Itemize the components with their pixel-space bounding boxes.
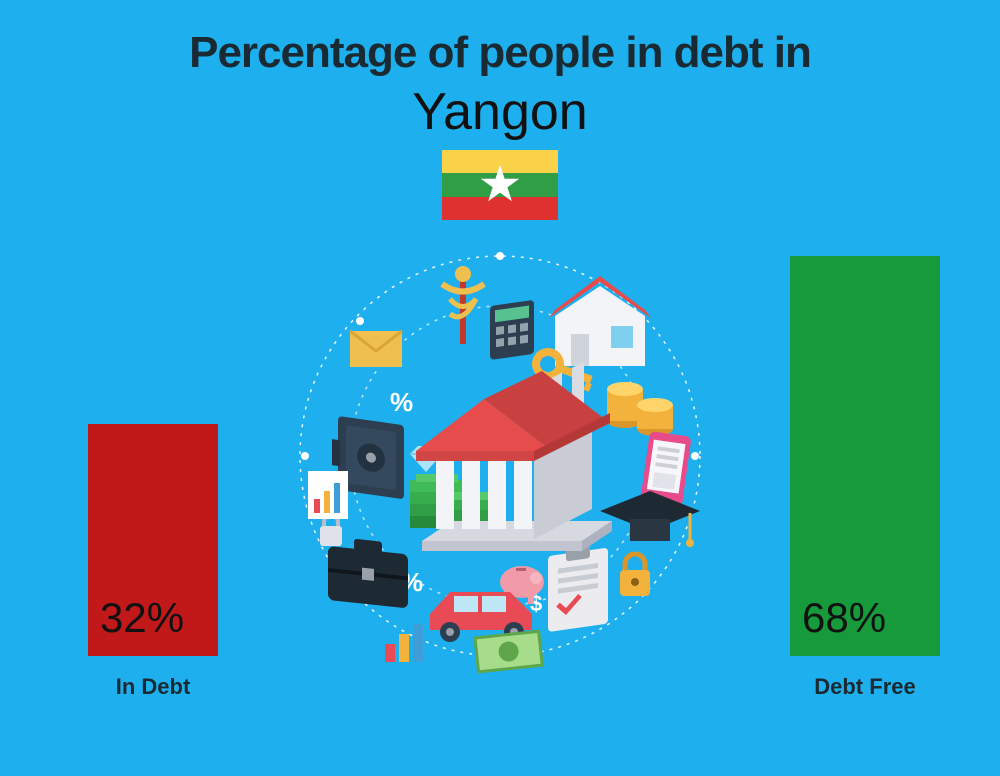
bar-label: In Debt: [88, 674, 218, 700]
finance-illustration-svg: % % $ $: [280, 236, 720, 676]
chart-sheet-icon: [308, 471, 348, 519]
bar-debt_free: 68%Debt Free: [790, 256, 940, 656]
bank-icon: [416, 362, 612, 551]
coins-icon: [607, 382, 673, 436]
padlock-small-icon: [320, 515, 342, 546]
calculator-icon: [490, 300, 534, 360]
title-line-1: Percentage of people in debt in: [0, 28, 1000, 78]
flag-myanmar: ★: [442, 150, 558, 220]
finance-illustration: % % $ $: [280, 236, 720, 676]
bar-rect: 68%: [790, 256, 940, 656]
briefcase-icon: [328, 536, 408, 608]
bar-value: 32%: [100, 594, 184, 642]
clipboard-icon: [548, 542, 608, 632]
banknote-icon: [475, 631, 542, 672]
graduation-cap-icon: [600, 491, 700, 547]
envelope-icon: [350, 331, 402, 367]
bar-rect: 32%: [88, 424, 218, 656]
bar-in_debt: 32%In Debt: [88, 424, 218, 656]
house-icon: [549, 276, 651, 366]
title-line-2: Yangon: [0, 82, 1000, 142]
bar-value: 68%: [802, 594, 886, 642]
lock-icon: [620, 554, 650, 596]
caduceus-icon: [442, 266, 484, 344]
bar-label: Debt Free: [790, 674, 940, 700]
mini-chart-icon: [385, 624, 423, 662]
percent-icon: %: [390, 387, 413, 417]
flag-star-icon: ★: [478, 159, 523, 209]
